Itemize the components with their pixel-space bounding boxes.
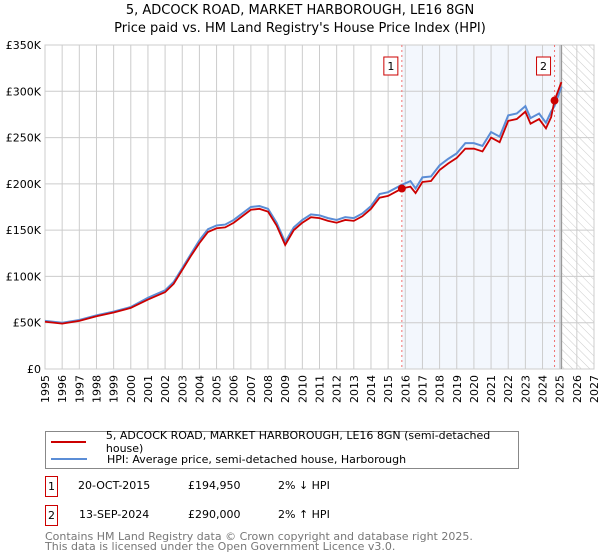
x-tick-label: 2015 bbox=[382, 375, 395, 403]
x-tick-label: 2026 bbox=[571, 375, 584, 403]
transaction-badge: 2 bbox=[45, 505, 58, 526]
x-tick-label: 2018 bbox=[434, 375, 447, 403]
x-tick-label: 2017 bbox=[416, 375, 429, 403]
x-tick-label: 2009 bbox=[279, 375, 292, 403]
y-tick-label: £350K bbox=[6, 39, 42, 52]
transaction-row: 1 20-OCT-2015 £194,950 2% ↓ HPI bbox=[45, 476, 445, 497]
transaction-price: £290,000 bbox=[188, 508, 241, 521]
y-tick-label: £300K bbox=[6, 85, 42, 98]
sale-label: 2 bbox=[540, 60, 547, 73]
transaction-price: £194,950 bbox=[188, 479, 241, 492]
sale-point bbox=[397, 184, 406, 193]
legend-label-hpi: HPI: Average price, semi-detached house,… bbox=[107, 452, 407, 466]
y-tick-label: £100K bbox=[6, 270, 42, 283]
x-tick-label: 2016 bbox=[399, 375, 412, 403]
x-tick-label: 2006 bbox=[228, 375, 241, 403]
x-tick-label: 1998 bbox=[90, 375, 103, 403]
x-tick-label: 2013 bbox=[348, 375, 361, 403]
y-tick-label: £0 bbox=[27, 363, 41, 376]
x-tick-label: 2020 bbox=[468, 375, 481, 403]
sale-point bbox=[550, 96, 559, 105]
legend: 5, ADCOCK ROAD, MARKET HARBOROUGH, LE16 … bbox=[45, 429, 519, 469]
sale-label-box bbox=[536, 56, 552, 76]
x-tick-label: 1996 bbox=[56, 375, 69, 403]
transaction-date: 20-OCT-2015 bbox=[78, 479, 151, 492]
plot-frame bbox=[44, 44, 595, 370]
x-tick-label: 2000 bbox=[125, 375, 138, 403]
footer-copyright: Contains HM Land Registry data © Crown c… bbox=[45, 530, 473, 543]
transaction-badge: 1 bbox=[45, 476, 58, 497]
y-tick-label: £250K bbox=[6, 132, 42, 145]
legend-swatch-price bbox=[51, 441, 86, 443]
x-tick-label: 2011 bbox=[314, 375, 327, 403]
x-tick-label: 2010 bbox=[296, 375, 309, 403]
x-tick-label: 2021 bbox=[485, 375, 498, 403]
price-chart: 1995 1996 1997 1998 1999 2000 2001 2002 2003 2004… bbox=[6, 39, 600, 403]
sale-label: 1 bbox=[387, 60, 394, 73]
sale-label-box bbox=[383, 56, 399, 76]
x-tick-label: 2019 bbox=[451, 375, 464, 403]
x-tick-label: 2023 bbox=[519, 375, 532, 403]
x-tick-label: 1995 bbox=[39, 375, 52, 403]
x-tick-label: 2014 bbox=[365, 375, 378, 403]
hpi-line bbox=[44, 86, 563, 324]
x-tick-label: 2005 bbox=[211, 375, 224, 403]
x-tick-label: 2004 bbox=[193, 375, 206, 403]
x-tick-label: 2025 bbox=[554, 375, 567, 403]
x-tick-label: 2008 bbox=[262, 375, 275, 403]
x-tick-label: 1999 bbox=[108, 375, 121, 403]
chart-title: 5, ADCOCK ROAD, MARKET HARBOROUGH, LE16 … bbox=[125, 3, 475, 18]
x-tick-label: 2001 bbox=[142, 375, 155, 403]
x-tick-label: 2002 bbox=[159, 375, 172, 403]
forecast-hatch bbox=[561, 45, 594, 369]
x-tick-label: 2027 bbox=[588, 375, 600, 403]
transaction-date: 13-SEP-2024 bbox=[79, 508, 150, 521]
footer-licence: This data is licensed under the Open Gov… bbox=[45, 540, 396, 553]
transaction-hpi: 2% ↓ HPI bbox=[278, 479, 330, 492]
x-tick-label: 2022 bbox=[502, 375, 515, 403]
y-tick-label: £50K bbox=[13, 317, 42, 330]
chart-subtitle: Price paid vs. HM Land Registry's House … bbox=[114, 21, 486, 36]
legend-swatch-hpi bbox=[51, 458, 87, 460]
shaded-period bbox=[401, 45, 562, 369]
y-tick-label: £150K bbox=[6, 224, 42, 237]
y-tick-label: £200K bbox=[6, 178, 42, 191]
legend-label-price: 5, ADCOCK ROAD, MARKET HARBOROUGH, LE16 … bbox=[105, 429, 491, 455]
x-tick-label: 2012 bbox=[331, 375, 344, 403]
transaction-hpi: 2% ↑ HPI bbox=[278, 508, 330, 521]
x-tick-label: 2024 bbox=[537, 375, 550, 403]
transaction-row: 2 13-SEP-2024 £290,000 2% ↑ HPI bbox=[45, 505, 445, 526]
price-paid-line bbox=[44, 81, 563, 325]
x-tick-label: 2003 bbox=[176, 375, 189, 403]
x-tick-label: 2007 bbox=[245, 375, 258, 403]
x-tick-label: 1997 bbox=[73, 375, 86, 403]
